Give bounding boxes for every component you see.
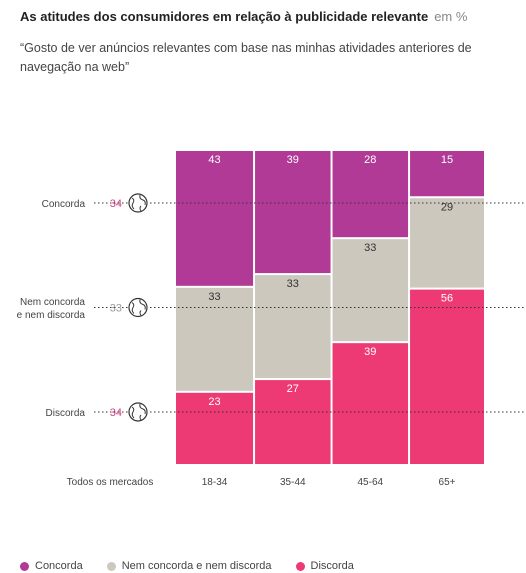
legend-label-concorda: Concorda bbox=[35, 560, 83, 572]
globe-continents-nem-concorda-e-nem-discorda bbox=[131, 299, 146, 316]
x-tick-label-all-markets: Todos os mercados bbox=[67, 477, 154, 488]
legend-item-concorda: Concorda bbox=[20, 560, 83, 572]
data-label-concorda-18-34: 43 bbox=[208, 154, 220, 166]
bar-discorda-18-34 bbox=[176, 392, 254, 464]
data-label-concorda-65: 15 bbox=[441, 154, 453, 166]
data-label-nem-concorda-e-nem-discorda-45-64: 33 bbox=[364, 242, 376, 254]
data-label-nem-concorda-e-nem-discorda-65: 29 bbox=[441, 201, 453, 213]
bar-discorda-45-64 bbox=[332, 343, 409, 464]
data-label-concorda-45-64: 28 bbox=[364, 154, 376, 166]
all-markets-value-concorda: 34 bbox=[110, 198, 122, 210]
stacked-bar-chart: 43 33 23 18-34 39 33 27 35-44 28 33 39 45-64 15 29 56 6… bbox=[17, 151, 525, 488]
bar-discorda-35-44 bbox=[255, 380, 331, 464]
bar-nem-concorda-e-nem-discorda-18-34 bbox=[176, 287, 254, 391]
title-text: As atitudes dos consumidores em relação … bbox=[20, 9, 429, 24]
legend-swatch-neutral bbox=[106, 561, 116, 571]
all-markets-value-discorda: 34 bbox=[110, 407, 122, 419]
data-label-nem-concorda-e-nem-discorda-18-34: 33 bbox=[208, 291, 220, 303]
bar-concorda-45-64 bbox=[332, 151, 409, 238]
all-markets-value-nem-concorda-e-nem-discorda: 33 bbox=[110, 303, 122, 315]
legend-item-discorda: Discorda bbox=[295, 560, 354, 572]
bar-nem-concorda-e-nem-discorda-35-44 bbox=[255, 275, 331, 379]
globe-icon-nem-concorda-e-nem-discorda bbox=[128, 297, 148, 318]
data-label-discorda-35-44: 27 bbox=[287, 383, 299, 395]
x-tick-label-18-34: 18-34 bbox=[202, 477, 228, 488]
data-label-nem-concorda-e-nem-discorda-35-44: 33 bbox=[287, 278, 299, 290]
globe-continents-discorda bbox=[131, 403, 146, 421]
data-label-discorda-45-64: 39 bbox=[364, 346, 376, 358]
bar-discorda-65 bbox=[410, 289, 484, 464]
chart-title: As atitudes dos consumidores em relação … bbox=[20, 9, 467, 24]
legend-label-discorda: Discorda bbox=[310, 560, 354, 572]
legend-label-neutral: Nem concorda e nem discorda bbox=[121, 560, 272, 572]
data-label-discorda-18-34: 23 bbox=[208, 396, 220, 408]
legend-item-neutral: Nem concorda e nem discorda bbox=[106, 560, 272, 572]
chart-subtitle: “Gosto de ver anúncios relevantes com ba… bbox=[20, 41, 472, 74]
x-tick-label-45-64: 45-64 bbox=[358, 477, 384, 488]
globe-continents-concorda bbox=[131, 194, 146, 212]
x-tick-label-65: 65+ bbox=[439, 477, 456, 488]
bar-concorda-18-34 bbox=[176, 151, 254, 286]
chart-legend: Concorda Nem concorda e nem discorda Dis… bbox=[20, 560, 378, 572]
data-label-discorda-65: 56 bbox=[441, 293, 453, 305]
all-markets-label-discorda: Discorda bbox=[46, 408, 86, 419]
globe-icon-concorda bbox=[128, 193, 148, 213]
bar-nem-concorda-e-nem-discorda-45-64 bbox=[332, 239, 409, 342]
globe-icon-discorda bbox=[128, 402, 148, 422]
x-tick-label-35-44: 35-44 bbox=[280, 477, 306, 488]
title-unit: em % bbox=[434, 9, 468, 24]
legend-swatch-discorda bbox=[295, 561, 305, 571]
bar-nem-concorda-e-nem-discorda-65 bbox=[410, 198, 484, 288]
legend-swatch-concorda bbox=[20, 561, 29, 571]
all-markets-label-concorda: Concorda bbox=[42, 199, 86, 210]
all-markets-label-nem-concorda-e-nem-discorda: Nem concorda e nem discorda bbox=[17, 297, 86, 321]
data-label-concorda-35-44: 39 bbox=[287, 154, 299, 166]
bar-concorda-35-44 bbox=[255, 151, 331, 274]
bar-concorda-65 bbox=[410, 151, 484, 197]
